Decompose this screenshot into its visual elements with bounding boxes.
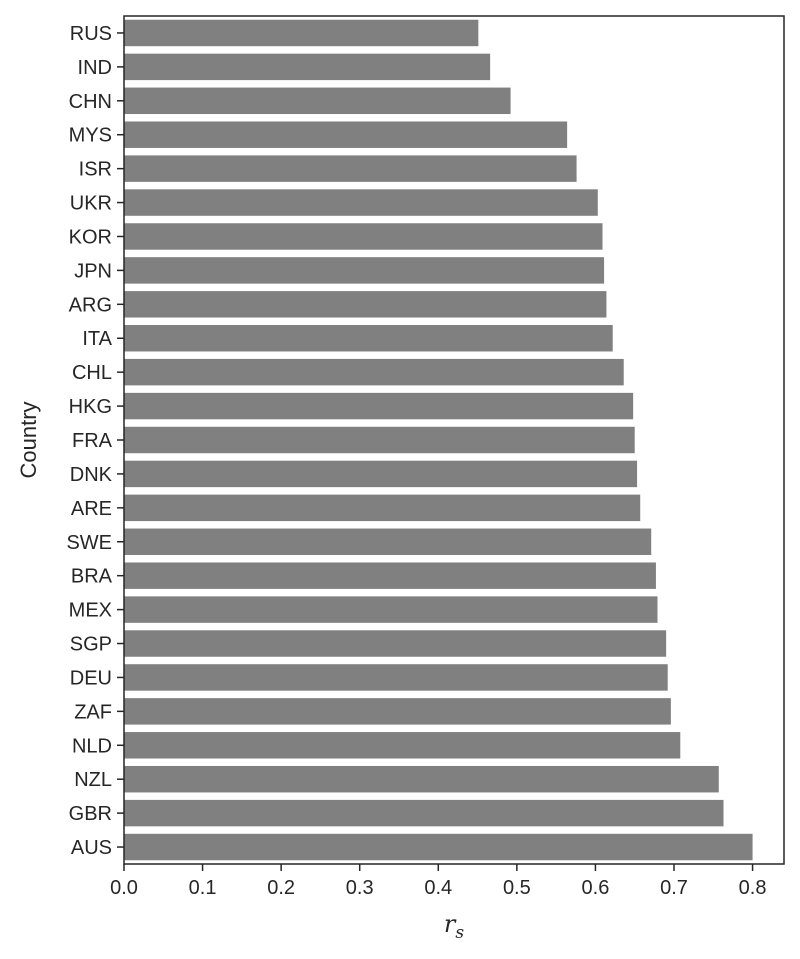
y-tick-label: AUS: [71, 837, 112, 859]
bar-hkg: [124, 392, 634, 420]
y-axis-ticks: RUS IND CHN MYS ISR UKR KOR JPN ARG ITA CHL HKG FRA D…: [66, 23, 124, 859]
y-tick-label: JPN: [74, 260, 112, 282]
bars-group: [124, 19, 753, 861]
bar-bra: [124, 562, 656, 589]
y-tick-label: RUS: [70, 23, 112, 45]
bar-nld: [124, 732, 681, 759]
y-tick-label: ARE: [71, 498, 112, 520]
y-tick-label: SWE: [66, 532, 112, 554]
x-tick-label: 0.6: [582, 877, 610, 899]
bar-gbr: [124, 799, 724, 827]
x-axis-label: rs: [444, 910, 464, 943]
bar-fra: [124, 426, 635, 454]
y-tick-label: CHL: [72, 362, 112, 384]
bar-nzl: [124, 765, 719, 793]
x-tick-label: 0.4: [424, 877, 452, 899]
bar-arg: [124, 291, 607, 318]
y-tick-label: SGP: [70, 634, 112, 656]
bar-kor: [124, 223, 603, 250]
y-axis-label: Country: [16, 401, 41, 478]
y-tick-label: MYS: [69, 125, 112, 147]
y-tick-label: ARG: [69, 294, 112, 316]
bar-swe: [124, 528, 652, 555]
y-tick-label: DNK: [70, 464, 113, 486]
y-tick-label: ITA: [82, 328, 112, 350]
x-tick-label: 0.5: [503, 877, 531, 899]
x-axis-label-subscript: s: [455, 923, 464, 943]
x-axis-label-main: r: [444, 910, 457, 938]
x-tick-label: 0.0: [110, 877, 138, 899]
x-tick-label: 0.8: [739, 877, 767, 899]
bar-are: [124, 494, 641, 522]
y-tick-label: BRA: [71, 566, 113, 588]
bar-mex: [124, 596, 658, 623]
bar-chl: [124, 358, 624, 386]
y-tick-label: ZAF: [74, 701, 112, 723]
bar-jpn: [124, 257, 605, 284]
bar-mys: [124, 121, 568, 148]
y-tick-label: NLD: [72, 735, 112, 757]
bar-dnk: [124, 460, 638, 488]
bar-ind: [124, 53, 491, 81]
x-tick-label: 0.7: [660, 877, 688, 899]
y-tick-label: ISR: [79, 159, 112, 181]
y-tick-label: FRA: [72, 430, 113, 452]
y-tick-label: IND: [78, 57, 112, 79]
x-axis-ticks: 0.0 0.1 0.2 0.3 0.4 0.5 0.6 0.7 0.8: [110, 864, 766, 899]
bar-isr: [124, 155, 577, 182]
bar-deu: [124, 664, 668, 691]
bar-ita: [124, 325, 613, 352]
y-tick-label: CHN: [69, 91, 112, 113]
bar-ukr: [124, 189, 598, 216]
bar-chn: [124, 87, 511, 115]
y-tick-label: NZL: [74, 769, 112, 791]
bar-rus: [124, 19, 479, 47]
x-tick-label: 0.1: [189, 877, 217, 899]
bar-zaf: [124, 698, 671, 725]
y-tick-label: UKR: [70, 193, 112, 215]
x-tick-label: 0.3: [346, 877, 374, 899]
y-tick-label: DEU: [70, 667, 112, 689]
x-tick-label: 0.2: [267, 877, 295, 899]
bar-aus: [124, 833, 753, 861]
y-tick-label: KOR: [69, 226, 112, 248]
y-tick-label: GBR: [69, 803, 112, 825]
y-tick-label: HKG: [69, 396, 112, 418]
bar-sgp: [124, 630, 667, 657]
y-tick-label: MEX: [69, 600, 112, 622]
